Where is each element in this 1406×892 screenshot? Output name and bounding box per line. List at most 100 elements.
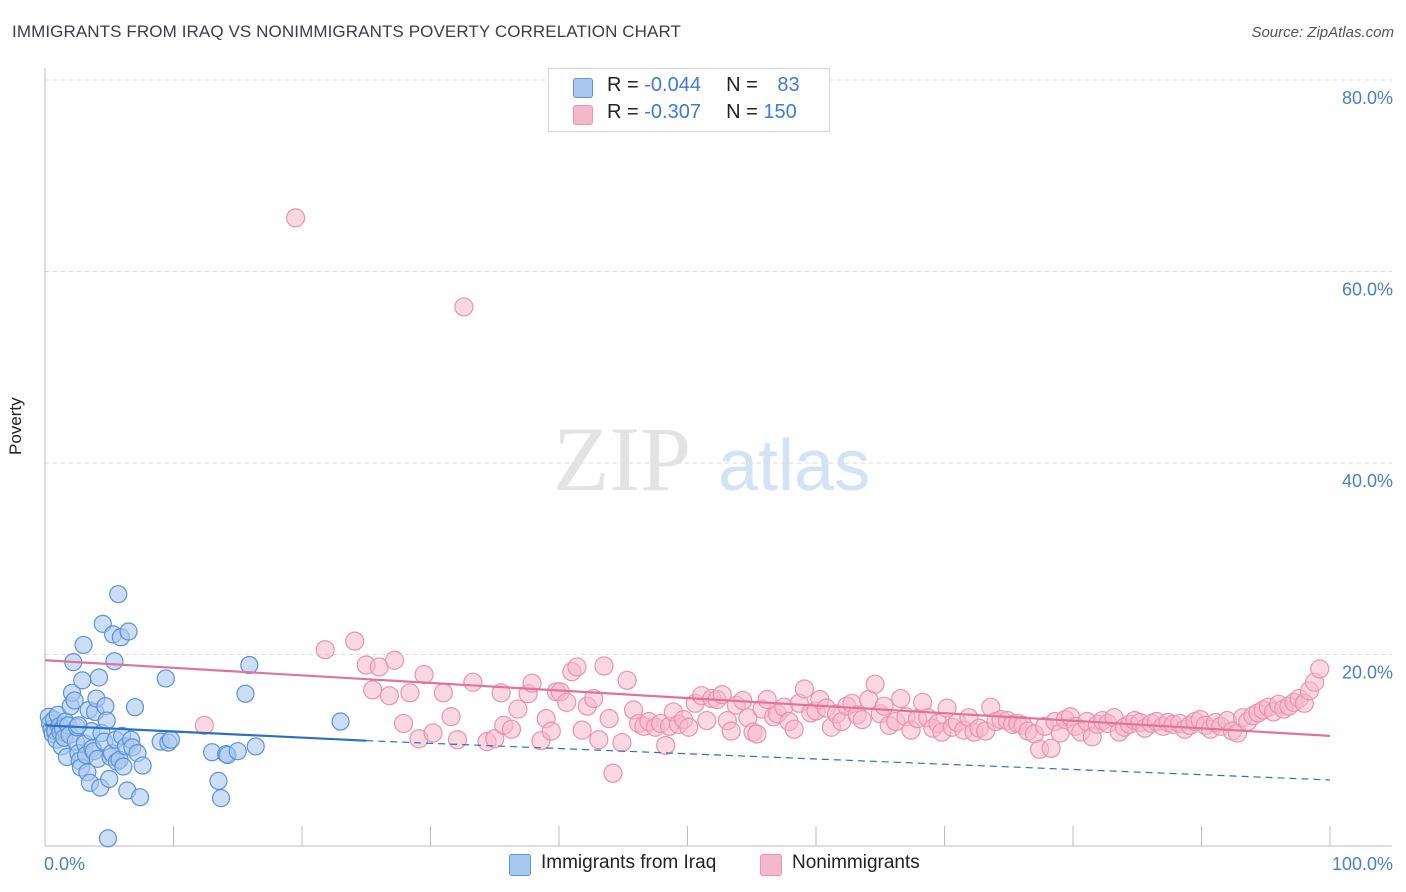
nonimmigrants-point bbox=[572, 720, 592, 740]
nonimmigrants-point bbox=[423, 723, 443, 743]
immigrants-from-iraq-point bbox=[89, 668, 109, 687]
immigrants-from-iraq-point bbox=[105, 652, 124, 671]
immigrants-from-iraq-point bbox=[119, 622, 138, 641]
blue-n-label: N = bbox=[726, 74, 764, 96]
y-tick-label: 20.0% bbox=[1342, 663, 1393, 683]
nonimmigrants-point bbox=[485, 729, 505, 749]
nonimmigrants-point bbox=[1310, 659, 1330, 679]
nonimmigrants-point bbox=[363, 680, 383, 700]
immigrants-from-iraq-point bbox=[156, 669, 175, 688]
immigrants-from-iraq-point bbox=[65, 691, 84, 710]
immigrants-from-iraq-point bbox=[98, 829, 118, 848]
nonimmigrants-point bbox=[656, 735, 676, 756]
watermark-atlas: atlas bbox=[718, 426, 870, 506]
x-tick-label-max: 100.0% bbox=[1332, 854, 1393, 874]
stats-box: R = -0.044 N = 83 R = -0.307 N = 150 bbox=[548, 68, 830, 132]
legend-swatch-blue bbox=[509, 854, 531, 876]
immigrants-from-iraq-point bbox=[240, 655, 259, 675]
nonimmigrants-point bbox=[400, 683, 420, 703]
blue-n-value: 83 bbox=[777, 74, 800, 96]
nonimmigrants-point bbox=[891, 688, 911, 709]
immigrants-from-iraq-point bbox=[69, 716, 88, 735]
nonimmigrants-point bbox=[454, 297, 474, 317]
nonimmigrants-point bbox=[852, 710, 872, 730]
y-tick-label: 80.0% bbox=[1342, 88, 1393, 108]
watermark-zip: ZIP bbox=[553, 408, 691, 510]
nonimmigrants-point bbox=[612, 732, 632, 753]
immigrants-from-iraq-point bbox=[125, 698, 145, 717]
nonimmigrants-point bbox=[315, 640, 335, 660]
y-tick-label: 60.0% bbox=[1342, 280, 1393, 300]
nonimmigrants-point bbox=[285, 208, 306, 228]
nonimmigrants-point bbox=[679, 717, 699, 737]
nonimmigrants-point bbox=[721, 721, 741, 741]
immigrants-from-iraq-point bbox=[73, 671, 92, 690]
nonimmigrants-point bbox=[599, 709, 619, 729]
immigrants-from-iraq-point bbox=[109, 585, 128, 604]
nonimmigrants-point bbox=[463, 672, 483, 692]
nonimmigrants-point bbox=[697, 710, 717, 731]
trend-line-nonimmigrants bbox=[44, 659, 1331, 737]
immigrants-from-iraq-point bbox=[114, 757, 133, 776]
blue-r-label: R = bbox=[607, 74, 645, 96]
nonimmigrants-point bbox=[747, 724, 767, 744]
immigrants-from-iraq-point bbox=[211, 789, 231, 808]
trend-line-immigrants-from-iraq-extrapolated bbox=[366, 740, 1331, 781]
immigrants-from-iraq-point bbox=[228, 742, 247, 761]
nonimmigrants-point bbox=[794, 679, 815, 699]
y-tick-label: 40.0% bbox=[1342, 471, 1393, 491]
pink-n-value: 150 bbox=[763, 101, 797, 123]
pink-r-label: R = bbox=[607, 101, 645, 123]
pink-swatch bbox=[573, 105, 593, 125]
pink-n-label: N = bbox=[726, 101, 764, 123]
y-tick-labels: 20.0% 40.0% 60.0% 80.0% bbox=[1342, 88, 1393, 683]
legend-label-pink: Nonimmigrants bbox=[792, 852, 920, 873]
nonimmigrants-point bbox=[567, 657, 587, 677]
nonimmigrants-point bbox=[865, 674, 885, 694]
nonimmigrants-point bbox=[345, 631, 365, 651]
trend-line-immigrants-from-iraq bbox=[44, 724, 367, 742]
immigrants-from-iraq-point bbox=[331, 712, 350, 731]
nonimmigrants-point bbox=[447, 730, 468, 750]
legend-label-blue: Immigrants from Iraq bbox=[541, 852, 717, 873]
immigrants-from-iraq-point bbox=[133, 756, 152, 775]
nonimmigrants-point bbox=[594, 656, 614, 676]
immigrants-from-iraq-point bbox=[130, 788, 150, 807]
nonimmigrants-point bbox=[589, 730, 609, 750]
nonimmigrants-point bbox=[501, 719, 522, 739]
blue-r-value: -0.044 bbox=[644, 74, 701, 96]
nonimmigrants-point bbox=[441, 707, 461, 727]
blue-swatch bbox=[573, 78, 593, 98]
nonimmigrants-point bbox=[1041, 738, 1061, 758]
nonimmigrants-point bbox=[414, 665, 434, 685]
nonimmigrants-point bbox=[433, 683, 453, 703]
nonimmigrants-point bbox=[874, 696, 894, 716]
nonimmigrants-point bbox=[557, 692, 577, 712]
immigrants-from-iraq-point bbox=[97, 711, 116, 730]
nonimmigrants-point bbox=[603, 763, 623, 783]
trend-lines bbox=[44, 659, 1331, 781]
x-tick-labels: 0.0% 100.0% bbox=[44, 854, 1393, 874]
nonimmigrants-point bbox=[379, 686, 399, 706]
chart-title: IMMIGRANTS FROM IRAQ VS NONIMMIGRANTS PO… bbox=[12, 22, 682, 41]
immigrants-from-iraq-point bbox=[74, 635, 93, 655]
nonimmigrants-point bbox=[194, 715, 214, 735]
nonimmigrants-point bbox=[784, 719, 804, 739]
pink-r-value: -0.307 bbox=[644, 101, 701, 123]
legend-swatch-pink bbox=[760, 854, 782, 876]
nonimmigrants-point bbox=[617, 670, 637, 690]
immigrants-from-iraq-point bbox=[209, 771, 228, 790]
immigrants-from-iraq-point bbox=[246, 737, 265, 756]
immigrants-from-iraq-point bbox=[100, 769, 119, 789]
nonimmigrants-point bbox=[508, 699, 528, 719]
nonimmigrants-point bbox=[393, 713, 414, 734]
immigrants-from-iraq-point bbox=[236, 684, 255, 703]
source-credit: Source: ZipAtlas.com bbox=[1251, 24, 1394, 41]
nonimmigrants-point bbox=[541, 721, 561, 741]
immigrants-from-iraq-point bbox=[161, 730, 181, 749]
nonimmigrants-point bbox=[384, 650, 405, 670]
series-immigrants-from-iraq-points bbox=[39, 585, 350, 848]
x-tick-label-min: 0.0% bbox=[44, 854, 85, 874]
nonimmigrants-point bbox=[584, 688, 604, 709]
